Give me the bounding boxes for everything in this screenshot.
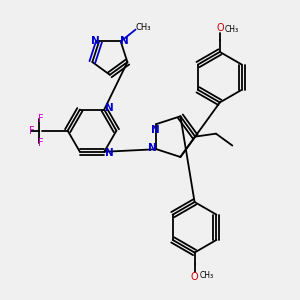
Text: F: F xyxy=(38,114,44,124)
Text: N: N xyxy=(105,148,114,158)
Text: N: N xyxy=(120,36,129,46)
Text: N: N xyxy=(91,36,100,46)
Text: O: O xyxy=(191,272,198,282)
Text: O: O xyxy=(216,22,224,33)
Text: N: N xyxy=(105,103,114,113)
Text: N: N xyxy=(148,143,156,153)
Text: CH₃: CH₃ xyxy=(135,23,151,32)
Text: CH₃: CH₃ xyxy=(200,271,214,280)
Text: CH₃: CH₃ xyxy=(225,25,239,34)
Text: F: F xyxy=(29,126,35,136)
Text: F: F xyxy=(38,138,44,148)
Text: N: N xyxy=(151,125,159,135)
